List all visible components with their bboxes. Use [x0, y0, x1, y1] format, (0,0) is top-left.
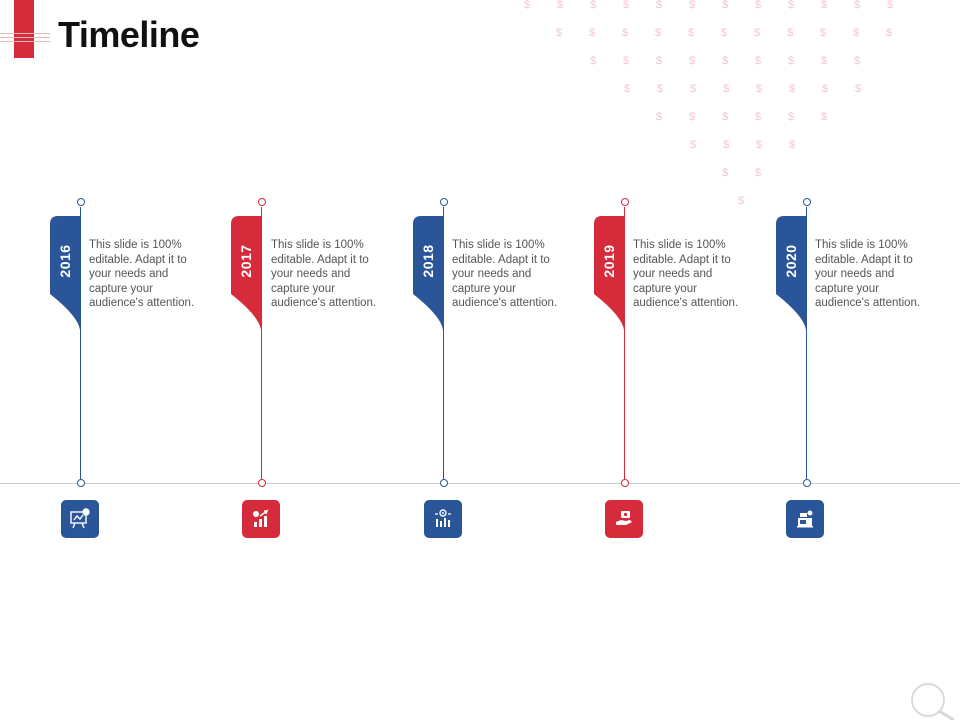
dollar-glyph: $ — [821, 111, 827, 123]
dollar-glyph: $ — [723, 83, 729, 95]
stem-line — [443, 207, 444, 479]
stem-line — [261, 207, 262, 479]
dollar-glyph: $ — [788, 55, 794, 67]
dollar-glyph: $ — [821, 0, 827, 11]
year-flag: 2016 — [50, 216, 80, 330]
dollar-glyph: $ — [590, 55, 596, 67]
timeline-axis — [0, 483, 960, 484]
dollar-glyph: $ — [656, 0, 662, 11]
dollar-glyph: $ — [722, 167, 728, 179]
title-accent-bar — [14, 0, 34, 58]
year-label: 2020 — [783, 244, 799, 278]
year-flag: 2020 — [776, 216, 806, 330]
dollar-glyph: $ — [822, 83, 828, 95]
dollar-glyph: $ — [756, 83, 762, 95]
stem-top-dot — [76, 198, 85, 206]
milestone-2020: 2020 This slide is 100% editable. Adapt … — [776, 0, 956, 720]
dollar-glyph: $ — [690, 83, 696, 95]
dollar-glyph: $ — [887, 0, 893, 11]
milestone-2017: 2017 This slide is 100% editable. Adapt … — [231, 0, 411, 720]
dollar-glyph: $ — [755, 167, 761, 179]
dollar-glyph: $ — [690, 139, 696, 151]
milestone-description: This slide is 100% editable. Adapt it to… — [452, 239, 558, 309]
dollar-glyph: $ — [721, 27, 727, 39]
milestone-2016: 2016 This slide is 100% editable. Adapt … — [50, 0, 230, 720]
dollar-glyph: $ — [590, 0, 596, 11]
dollar-glyph: $ — [788, 0, 794, 11]
growth-chart-icon — [242, 500, 280, 538]
dollar-glyph: $ — [723, 139, 729, 151]
milestone-description: This slide is 100% editable. Adapt it to… — [271, 239, 377, 309]
year-label: 2017 — [238, 244, 254, 278]
milestone-2018: 2018 This slide is 100% editable. Adapt … — [413, 0, 593, 720]
dollar-glyph: $ — [754, 27, 760, 39]
stem-top-dot — [802, 198, 811, 206]
dollar-glyph: $ — [622, 27, 628, 39]
dollar-glyph: $ — [886, 27, 892, 39]
dollar-glyph: $ — [820, 27, 826, 39]
dollar-glyph: $ — [854, 0, 860, 11]
milestone-2019: 2019 This slide is 100% editable. Adapt … — [594, 0, 774, 720]
presentation-board-icon — [61, 500, 99, 538]
dollar-glyph: $ — [738, 195, 744, 207]
stem-bottom-dot — [76, 479, 85, 487]
milestone-description: This slide is 100% editable. Adapt it to… — [89, 239, 195, 309]
year-flag: 2017 — [231, 216, 261, 330]
dollar-glyph: $ — [689, 0, 695, 11]
stem-bottom-dot — [620, 479, 629, 487]
dollar-glyph: $ — [722, 55, 728, 67]
dollar-glyph: $ — [656, 55, 662, 67]
year-label: 2018 — [420, 244, 436, 278]
stem-top-dot — [620, 198, 629, 206]
dollar-glyph: $ — [524, 0, 530, 11]
bar-chart-target-icon — [424, 500, 462, 538]
cash-register-icon — [786, 500, 824, 538]
dollar-glyph: $ — [821, 55, 827, 67]
title-accent-lines — [0, 33, 50, 43]
dollar-glyph: $ — [623, 55, 629, 67]
dollar-glyph: $ — [624, 83, 630, 95]
stem-line — [806, 207, 807, 479]
dollar-glyph: $ — [688, 27, 694, 39]
stem-bottom-dot — [257, 479, 266, 487]
stem-bottom-dot — [439, 479, 448, 487]
stem-line — [624, 207, 625, 479]
dollar-glyph: $ — [556, 27, 562, 39]
dollar-glyph: $ — [557, 0, 563, 11]
dollar-glyph: $ — [755, 55, 761, 67]
year-label: 2019 — [601, 244, 617, 278]
magnifier-watermark-icon — [911, 683, 955, 720]
dollar-glyph: $ — [623, 0, 629, 11]
year-flag: 2019 — [594, 216, 624, 330]
stem-bottom-dot — [802, 479, 811, 487]
year-label: 2016 — [57, 244, 73, 278]
dollar-pattern-decoration: $ $ $ $ $ $ $ $ $ $ $ $ $ $ $ $ $ $ $ $ $ $ $ $ $ $ $ $ $ $ $ $ $ $ $ $ $ $ $ $… — [524, 0, 893, 207]
hand-money-icon — [605, 500, 643, 538]
dollar-glyph: $ — [789, 139, 795, 151]
milestone-description: This slide is 100% editable. Adapt it to… — [815, 239, 921, 309]
dollar-glyph: $ — [855, 83, 861, 95]
dollar-glyph: $ — [689, 111, 695, 123]
dollar-glyph: $ — [689, 55, 695, 67]
dollar-glyph: $ — [655, 27, 661, 39]
dollar-glyph: $ — [755, 0, 761, 11]
dollar-glyph: $ — [722, 0, 728, 11]
dollar-glyph: $ — [787, 27, 793, 39]
stem-line — [80, 207, 81, 479]
dollar-glyph: $ — [656, 111, 662, 123]
dollar-glyph: $ — [854, 55, 860, 67]
year-flag: 2018 — [413, 216, 443, 330]
dollar-glyph: $ — [756, 139, 762, 151]
dollar-glyph: $ — [853, 27, 859, 39]
dollar-glyph: $ — [589, 27, 595, 39]
dollar-glyph: $ — [722, 111, 728, 123]
dollar-glyph: $ — [755, 111, 761, 123]
stem-top-dot — [439, 198, 448, 206]
milestone-description: This slide is 100% editable. Adapt it to… — [633, 239, 739, 309]
dollar-glyph: $ — [657, 83, 663, 95]
stem-top-dot — [257, 198, 266, 206]
slide-title: Timeline — [58, 14, 200, 55]
dollar-glyph: $ — [789, 83, 795, 95]
dollar-glyph: $ — [788, 111, 794, 123]
